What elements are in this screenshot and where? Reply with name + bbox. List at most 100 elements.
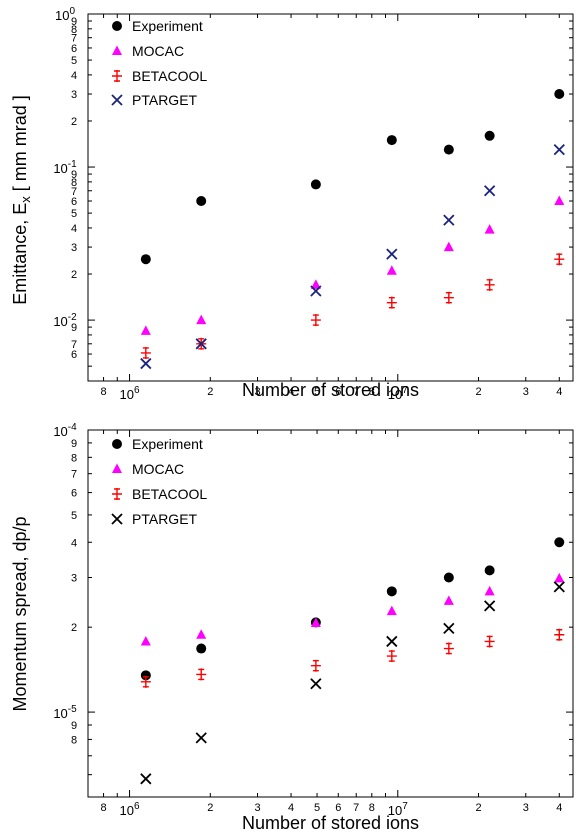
data-point-x [553,581,565,593]
y-tick-label: 9 [71,16,77,28]
data-point-circle [484,565,495,576]
data-point-x [111,513,123,525]
data-point-x [195,338,207,350]
data-point-triangle [443,241,454,252]
x-tick-label: 4 [288,802,294,814]
legend-label: Experiment [132,436,203,452]
data-point-circle [196,643,207,654]
y-tick-label: 6 [71,43,77,55]
x-decade-label: 106 [120,385,140,402]
x-decade-label: 107 [388,385,408,402]
data-point-x [310,285,322,297]
x-tick-label: 8 [369,802,375,814]
legend: Experiment MOCAC BETACOOL PTARGET [111,18,207,108]
y-tick-label: 2 [71,116,77,128]
x-tick-label: 3 [523,802,529,814]
data-point-triangle [386,605,397,616]
legend-label: MOCAC [132,461,184,477]
x-tick-label: 2 [475,802,481,814]
data-point-circle [386,586,397,597]
x-tick-label: 2 [207,802,213,814]
y-tick-label: 4 [71,537,77,549]
y-tick-label: 7 [71,469,77,481]
data-point-circle [443,572,454,583]
plot-frame [87,429,574,798]
series-experiment [140,89,565,265]
x-tick-label: 8 [100,386,106,398]
data-point-errorbar [140,346,151,359]
y-tick-label: 3 [71,572,77,584]
series-betacool [140,253,565,359]
data-point-x [483,600,496,612]
y-tick-label: 8 [71,734,77,746]
data-point-x [483,185,496,197]
data-point-errorbar [386,650,397,663]
x-tick-label: 2 [207,386,213,398]
data-point-errorbar [196,668,207,681]
data-point-triangle [386,265,397,275]
y-tick-label: 6 [71,196,77,208]
y-tick-label: 5 [71,55,77,67]
data-point-x [553,143,565,156]
data-point-circle [140,670,151,681]
data-point-x [195,732,207,744]
y-tick-label: 4 [71,70,77,82]
data-point-triangle [443,595,454,605]
series-betacool [140,628,565,688]
y-tick-label: 5 [71,208,77,220]
y-tick-label: 9 [71,720,77,732]
data-point-x [310,678,322,690]
data-point-errorbar [140,675,151,688]
legend-label: Experiment [132,18,203,34]
data-point-errorbar [554,628,565,641]
x-tick-label: 3 [254,386,260,398]
y-decade-label: 10-5 [53,704,77,721]
series-ptarget [140,581,565,785]
data-point-errorbar [484,635,495,648]
data-point-triangle [310,617,321,627]
legend-label: BETACOOL [132,486,207,502]
y-tick-label: 3 [71,89,77,101]
x-axis-label: Number of stored ions [242,380,419,400]
data-point-errorbar [554,253,565,266]
x-axis-label: Number of stored ions [242,813,419,833]
data-point-circle [554,537,565,548]
y-tick-label: 7 [71,186,77,198]
y-tick-label: 7 [71,33,77,45]
data-point-circle [196,196,207,207]
x-tick-label: 4 [288,386,294,398]
data-point-circle [310,179,321,190]
x-tick-label: 7 [353,386,359,398]
y-tick-label: 4 [71,223,77,235]
x-tick-label: 2 [475,386,481,398]
data-point-triangle [112,45,122,55]
data-point-errorbar [484,278,495,291]
x-decade-label: 106 [120,801,140,818]
x-tick-label: 6 [335,386,341,398]
data-point-circle [443,144,454,155]
data-point-errorbar [112,488,122,500]
data-point-triangle [196,314,207,325]
y-tick-label: 9 [71,169,77,181]
data-point-x [386,635,398,648]
y-decade-label: 100 [55,6,75,23]
series-mocac [140,195,565,335]
data-point-triangle [484,224,495,234]
series-mocac [140,572,565,646]
x-tick-label: 4 [556,386,562,398]
y-tick-label: 6 [71,488,77,500]
data-point-triangle [554,572,565,583]
data-point-x [386,248,398,260]
legend-label: MOCAC [132,43,184,59]
y-tick-label: 8 [71,452,77,464]
y-tick-label: 3 [71,242,77,254]
x-tick-label: 4 [556,802,562,814]
series-ptarget [140,143,565,370]
legend-label: PTARGET [132,511,198,527]
plot-frame [87,13,574,382]
data-point-errorbar [112,70,122,82]
y-tick-label: 9 [71,438,77,450]
data-point-triangle [310,279,321,289]
y-decade-label: 10-2 [53,312,77,329]
